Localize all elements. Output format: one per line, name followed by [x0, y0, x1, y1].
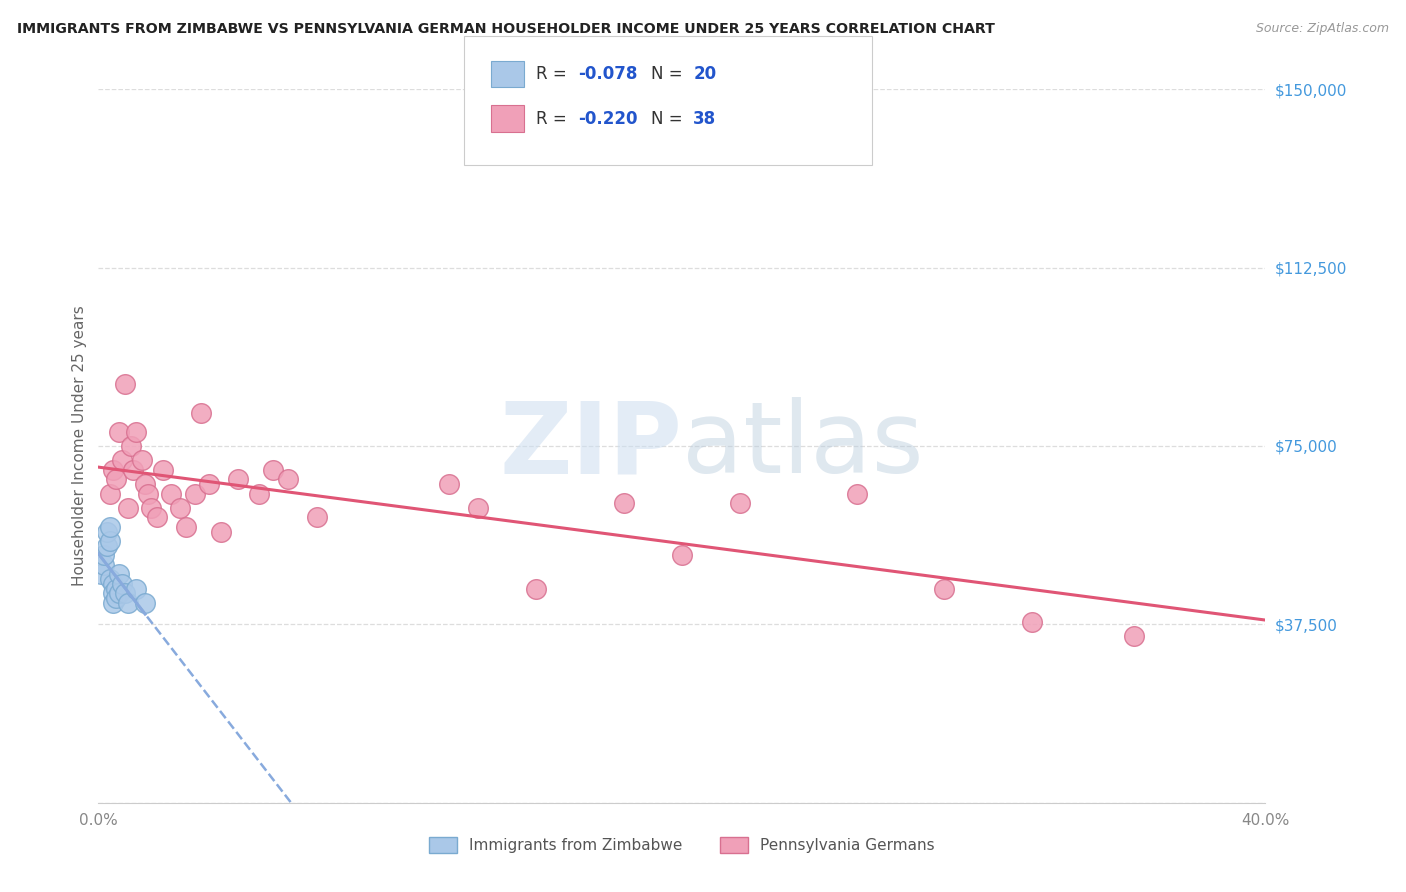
Point [111, 453, 134, 467]
Point [198, 477, 221, 491]
Text: 38: 38 [693, 110, 716, 128]
Point [108, 567, 131, 582]
Point [247, 486, 270, 500]
Y-axis label: Householder Income Under 25 years: Householder Income Under 25 years [72, 306, 87, 586]
Text: -0.078: -0.078 [578, 65, 637, 83]
Point [524, 582, 547, 596]
Point [111, 577, 134, 591]
Point [160, 486, 183, 500]
Point [146, 510, 169, 524]
Text: ZIP: ZIP [499, 398, 682, 494]
Text: -0.220: -0.220 [578, 110, 637, 128]
Point [134, 477, 156, 491]
Point [108, 586, 131, 600]
Point [93, 558, 115, 572]
Point [730, 496, 752, 510]
Text: atlas: atlas [682, 398, 924, 494]
Text: R =: R = [536, 65, 572, 83]
Point [101, 596, 124, 610]
Text: N =: N = [651, 65, 688, 83]
Legend: Immigrants from Zimbabwe, Pennsylvania Germans: Immigrants from Zimbabwe, Pennsylvania G… [423, 831, 941, 859]
Text: Source: ZipAtlas.com: Source: ZipAtlas.com [1256, 22, 1389, 36]
Point [846, 486, 869, 500]
Point [90, 567, 112, 582]
Point [93, 549, 115, 563]
Point [120, 439, 142, 453]
Point [1123, 629, 1146, 643]
Point [152, 463, 174, 477]
Point [262, 463, 284, 477]
Point [277, 472, 299, 486]
Point [612, 496, 634, 510]
Text: N =: N = [651, 110, 688, 128]
Point [671, 549, 693, 563]
Point [174, 520, 197, 534]
Point [122, 463, 145, 477]
Point [437, 477, 460, 491]
Point [934, 582, 956, 596]
Text: IMMIGRANTS FROM ZIMBABWE VS PENNSYLVANIA GERMAN HOUSEHOLDER INCOME UNDER 25 YEAR: IMMIGRANTS FROM ZIMBABWE VS PENNSYLVANIA… [17, 22, 995, 37]
Point [131, 453, 153, 467]
Point [228, 472, 250, 486]
Point [467, 500, 489, 515]
Point [209, 524, 232, 539]
Point [108, 425, 131, 439]
Point [104, 472, 127, 486]
Point [114, 377, 136, 392]
Point [104, 591, 127, 606]
Point [101, 463, 124, 477]
Point [98, 572, 121, 586]
Point [136, 486, 159, 500]
Point [104, 582, 127, 596]
Point [307, 510, 329, 524]
Point [169, 500, 191, 515]
Point [125, 582, 148, 596]
Point [190, 406, 212, 420]
Point [134, 596, 156, 610]
Point [98, 486, 121, 500]
Point [117, 500, 139, 515]
Point [139, 500, 162, 515]
Point [101, 586, 124, 600]
Point [98, 520, 121, 534]
Text: R =: R = [536, 110, 572, 128]
Point [101, 577, 124, 591]
Point [125, 425, 148, 439]
Point [98, 534, 121, 549]
Point [183, 486, 205, 500]
Text: 20: 20 [693, 65, 716, 83]
Point [96, 524, 118, 539]
Point [96, 539, 118, 553]
Point [114, 586, 136, 600]
Point [1021, 615, 1043, 629]
Point [117, 596, 139, 610]
